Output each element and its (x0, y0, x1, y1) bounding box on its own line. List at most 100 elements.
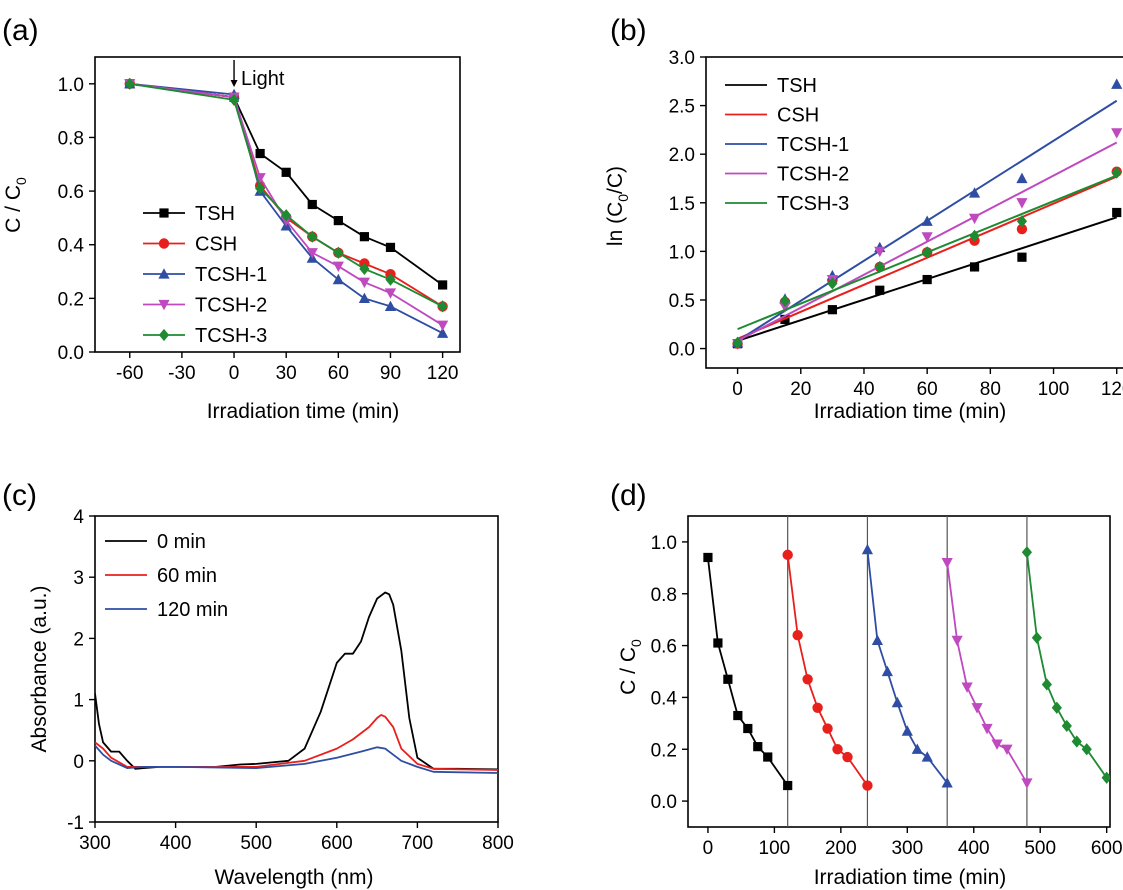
data-point-tsh (922, 274, 932, 285)
y-tick-label-a: 0.4 (58, 236, 85, 257)
data-point-tsh (875, 285, 885, 295)
panel-c: (c) 300 400 500 600 700 800 -1 0 1 2 3 4 Wavelength (… (2, 479, 514, 889)
y-axis-title-part: C / C (617, 647, 640, 695)
data-point-tcsh-2 (874, 246, 886, 258)
data-point-tsh (255, 148, 265, 159)
y-tick-label-b: 3.0 (669, 48, 695, 69)
x-tick-label-b: 120 (1101, 379, 1123, 400)
data-point-tcsh-3 (922, 246, 933, 259)
x-tick-label-b: 20 (790, 379, 811, 400)
legend-marker (158, 268, 170, 279)
y-axis-title-sub: 0 (628, 639, 644, 647)
data-point-tcsh-3 (359, 262, 370, 275)
panel-d: (d) 0 100 200 300 400 500 600 0.0 0.2 0.4 0.6 0.8 1.0… (610, 479, 1123, 889)
data-point-tcsh-2 (1111, 128, 1123, 139)
panel-label-a: (a) (2, 14, 39, 47)
series-line-0-min (95, 591, 498, 771)
data-point-tcsh-3 (1111, 166, 1122, 179)
data-point-tsh (307, 199, 317, 210)
data-point-tcsh-2 (306, 248, 318, 259)
y-tick-label-d: 0.6 (651, 637, 677, 658)
data-point-tcsh-3 (732, 336, 743, 349)
data-point-cycle-5 (1031, 631, 1042, 644)
series-line-cycle-3 (866, 549, 948, 784)
x-tick-label-a: -30 (168, 363, 195, 384)
x-tick-label-b: 60 (917, 379, 938, 400)
y-tick-label-b: 1.5 (669, 194, 695, 215)
data-point-tcsh-2 (384, 288, 397, 299)
data-point-tcsh-1 (1111, 78, 1123, 89)
x-tick-label-b: 40 (853, 379, 874, 400)
x-tick-label-a: 30 (276, 363, 297, 384)
data-point-cycle-3 (921, 751, 933, 762)
data-point-cycle-3 (941, 777, 953, 788)
panel-label-b: (b) (610, 14, 647, 47)
series-line-csh (129, 82, 444, 308)
data-point-cycle-4 (971, 703, 983, 714)
data-point-tcsh-3 (437, 300, 448, 313)
data-point-tsh (333, 215, 343, 226)
y-tick-label-d: 0.2 (651, 740, 677, 761)
y-axis-title-part: ln (C (604, 202, 627, 246)
y-tick-label-b: 2.5 (669, 97, 695, 118)
y-tick-label-c: 1 (73, 691, 84, 712)
data-point-cycle-4 (981, 723, 993, 735)
data-point-tcsh-3 (281, 209, 292, 222)
y-tick-label-c: -1 (67, 813, 84, 834)
x-tick-label-c: 400 (160, 833, 192, 854)
data-point-cycle-5 (1041, 678, 1052, 691)
light-arrow-head (230, 80, 238, 87)
x-tick-label-d: 400 (958, 838, 990, 859)
data-point-tcsh-2 (358, 277, 371, 289)
series-line-cycle-4 (946, 562, 1028, 784)
x-tick-label-c: 700 (402, 833, 434, 854)
y-axis-title-c: Absorbance (a.u.) (28, 586, 51, 753)
y-tick-label-a: 1.0 (58, 75, 84, 96)
data-point-tcsh-1 (1016, 172, 1028, 184)
y-tick-label-a: 0.6 (58, 182, 84, 203)
data-point-cycle-1 (763, 752, 773, 762)
legend-marker (158, 238, 170, 249)
data-point-cycle-5 (1051, 701, 1062, 714)
data-point-cycle-3 (911, 743, 923, 754)
data-point-cycle-4 (1001, 744, 1013, 756)
data-point-cycle-2 (822, 723, 833, 734)
data-point-cycle-4 (941, 558, 953, 569)
data-point-cycle-3 (891, 696, 903, 708)
x-tick-label-c: 800 (482, 833, 514, 854)
legend-label: TCSH-2 (777, 164, 849, 186)
data-point-tcsh-2 (332, 261, 344, 272)
data-point-tcsh-3 (874, 260, 885, 274)
data-point-tcsh-2 (1016, 198, 1028, 209)
data-point-tcsh-1 (437, 327, 449, 338)
y-tick-label-d: 1.0 (651, 533, 677, 554)
data-point-tcsh-3 (969, 229, 980, 242)
x-tick-label-b: 80 (980, 379, 1001, 400)
x-tick-label-d: 500 (1024, 838, 1056, 859)
data-point-cycle-5 (1021, 546, 1033, 559)
data-point-cycle-3 (881, 665, 893, 677)
legend-a: TSH CSH TCSH-1 TCSH-2 TCSH-3 (143, 203, 267, 347)
data-point-cycle-2 (792, 630, 803, 641)
data-point-cycle-1 (723, 674, 733, 684)
data-point-cycle-2 (842, 751, 853, 763)
legend-label: TCSH-3 (195, 325, 267, 347)
data-point-cycle-2 (802, 674, 813, 685)
series-line-cycle-2 (786, 554, 869, 787)
y-tick-label-d: 0.4 (651, 688, 678, 709)
data-point-tsh (1112, 207, 1122, 218)
data-point-cycle-3 (901, 725, 913, 736)
x-tick-label-d: 600 (1091, 838, 1123, 859)
x-tick-label-d: 300 (891, 838, 923, 859)
x-tick-label-b: 0 (732, 379, 743, 400)
y-axis-title-a: C / C0 (2, 177, 29, 233)
data-point-cycle-2 (812, 702, 823, 713)
data-point-tsh (359, 232, 370, 242)
data-point-cycle-4 (1021, 778, 1033, 789)
data-point-tcsh-3 (228, 93, 240, 107)
data-point-cycle-2 (832, 744, 843, 755)
data-point-tcsh-2 (921, 232, 933, 243)
data-point-tcsh-2 (968, 213, 981, 225)
y-tick-label-c: 4 (73, 507, 84, 528)
